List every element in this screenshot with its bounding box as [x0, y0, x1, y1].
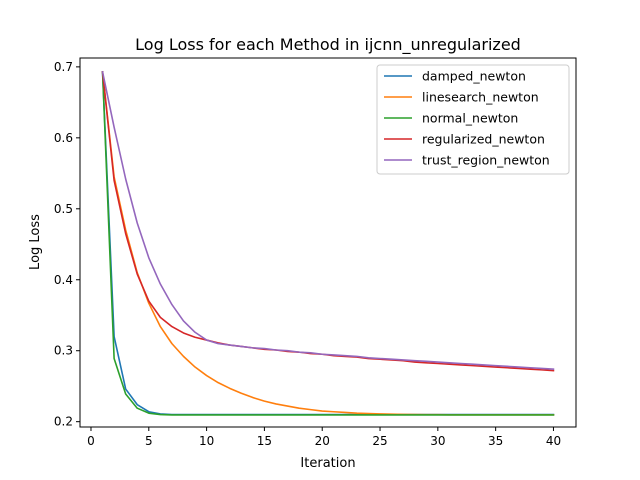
series-line-trust-region-newton: [101, 70, 555, 371]
y-tick-label: 0.5: [54, 202, 73, 216]
y-tick-label: 0.4: [54, 273, 73, 287]
y-tick-label: 0.2: [54, 415, 73, 429]
legend-label-damped-newton: damped_newton: [422, 69, 526, 84]
x-tick-label: 0: [87, 434, 95, 448]
legend-label-trust-region-newton: trust_region_newton: [422, 153, 550, 168]
x-tick-label: 40: [546, 434, 561, 448]
plot-frame: [79, 57, 577, 428]
x-tick-label: 30: [430, 434, 445, 448]
y-tick-label: 0.7: [54, 60, 73, 74]
x-axis: 0 5 10 15 20 25 30 35 40: [87, 427, 561, 448]
legend-box: [376, 64, 570, 175]
y-axis: 0.2 0.3 0.4 0.5 0.6 0.7: [54, 60, 80, 429]
x-tick-label: 25: [372, 434, 387, 448]
series-line-normal-newton: [101, 71, 555, 416]
x-tick-label: 15: [257, 434, 272, 448]
legend: damped_newton linesearch_newton normal_new…: [376, 64, 570, 175]
legend-label-normal-newton: normal_newton: [422, 111, 518, 126]
y-tick-label: 0.3: [54, 344, 73, 358]
legend-label-regularized-newton: regularized_newton: [422, 132, 545, 147]
legend-label-linesearch-newton: linesearch_newton: [422, 90, 539, 105]
x-tick-label: 35: [488, 434, 503, 448]
x-tick-label: 10: [199, 434, 214, 448]
x-tick-label: 20: [315, 434, 330, 448]
y-tick-label: 0.6: [54, 131, 73, 145]
x-axis-label: Iteration: [300, 456, 355, 471]
x-tick-label: 5: [145, 434, 153, 448]
y-axis-label: Log Loss: [28, 214, 43, 270]
plot-area: [101, 70, 555, 416]
chart-title: Log Loss for each Method in ijcnn_unregu…: [135, 35, 521, 55]
